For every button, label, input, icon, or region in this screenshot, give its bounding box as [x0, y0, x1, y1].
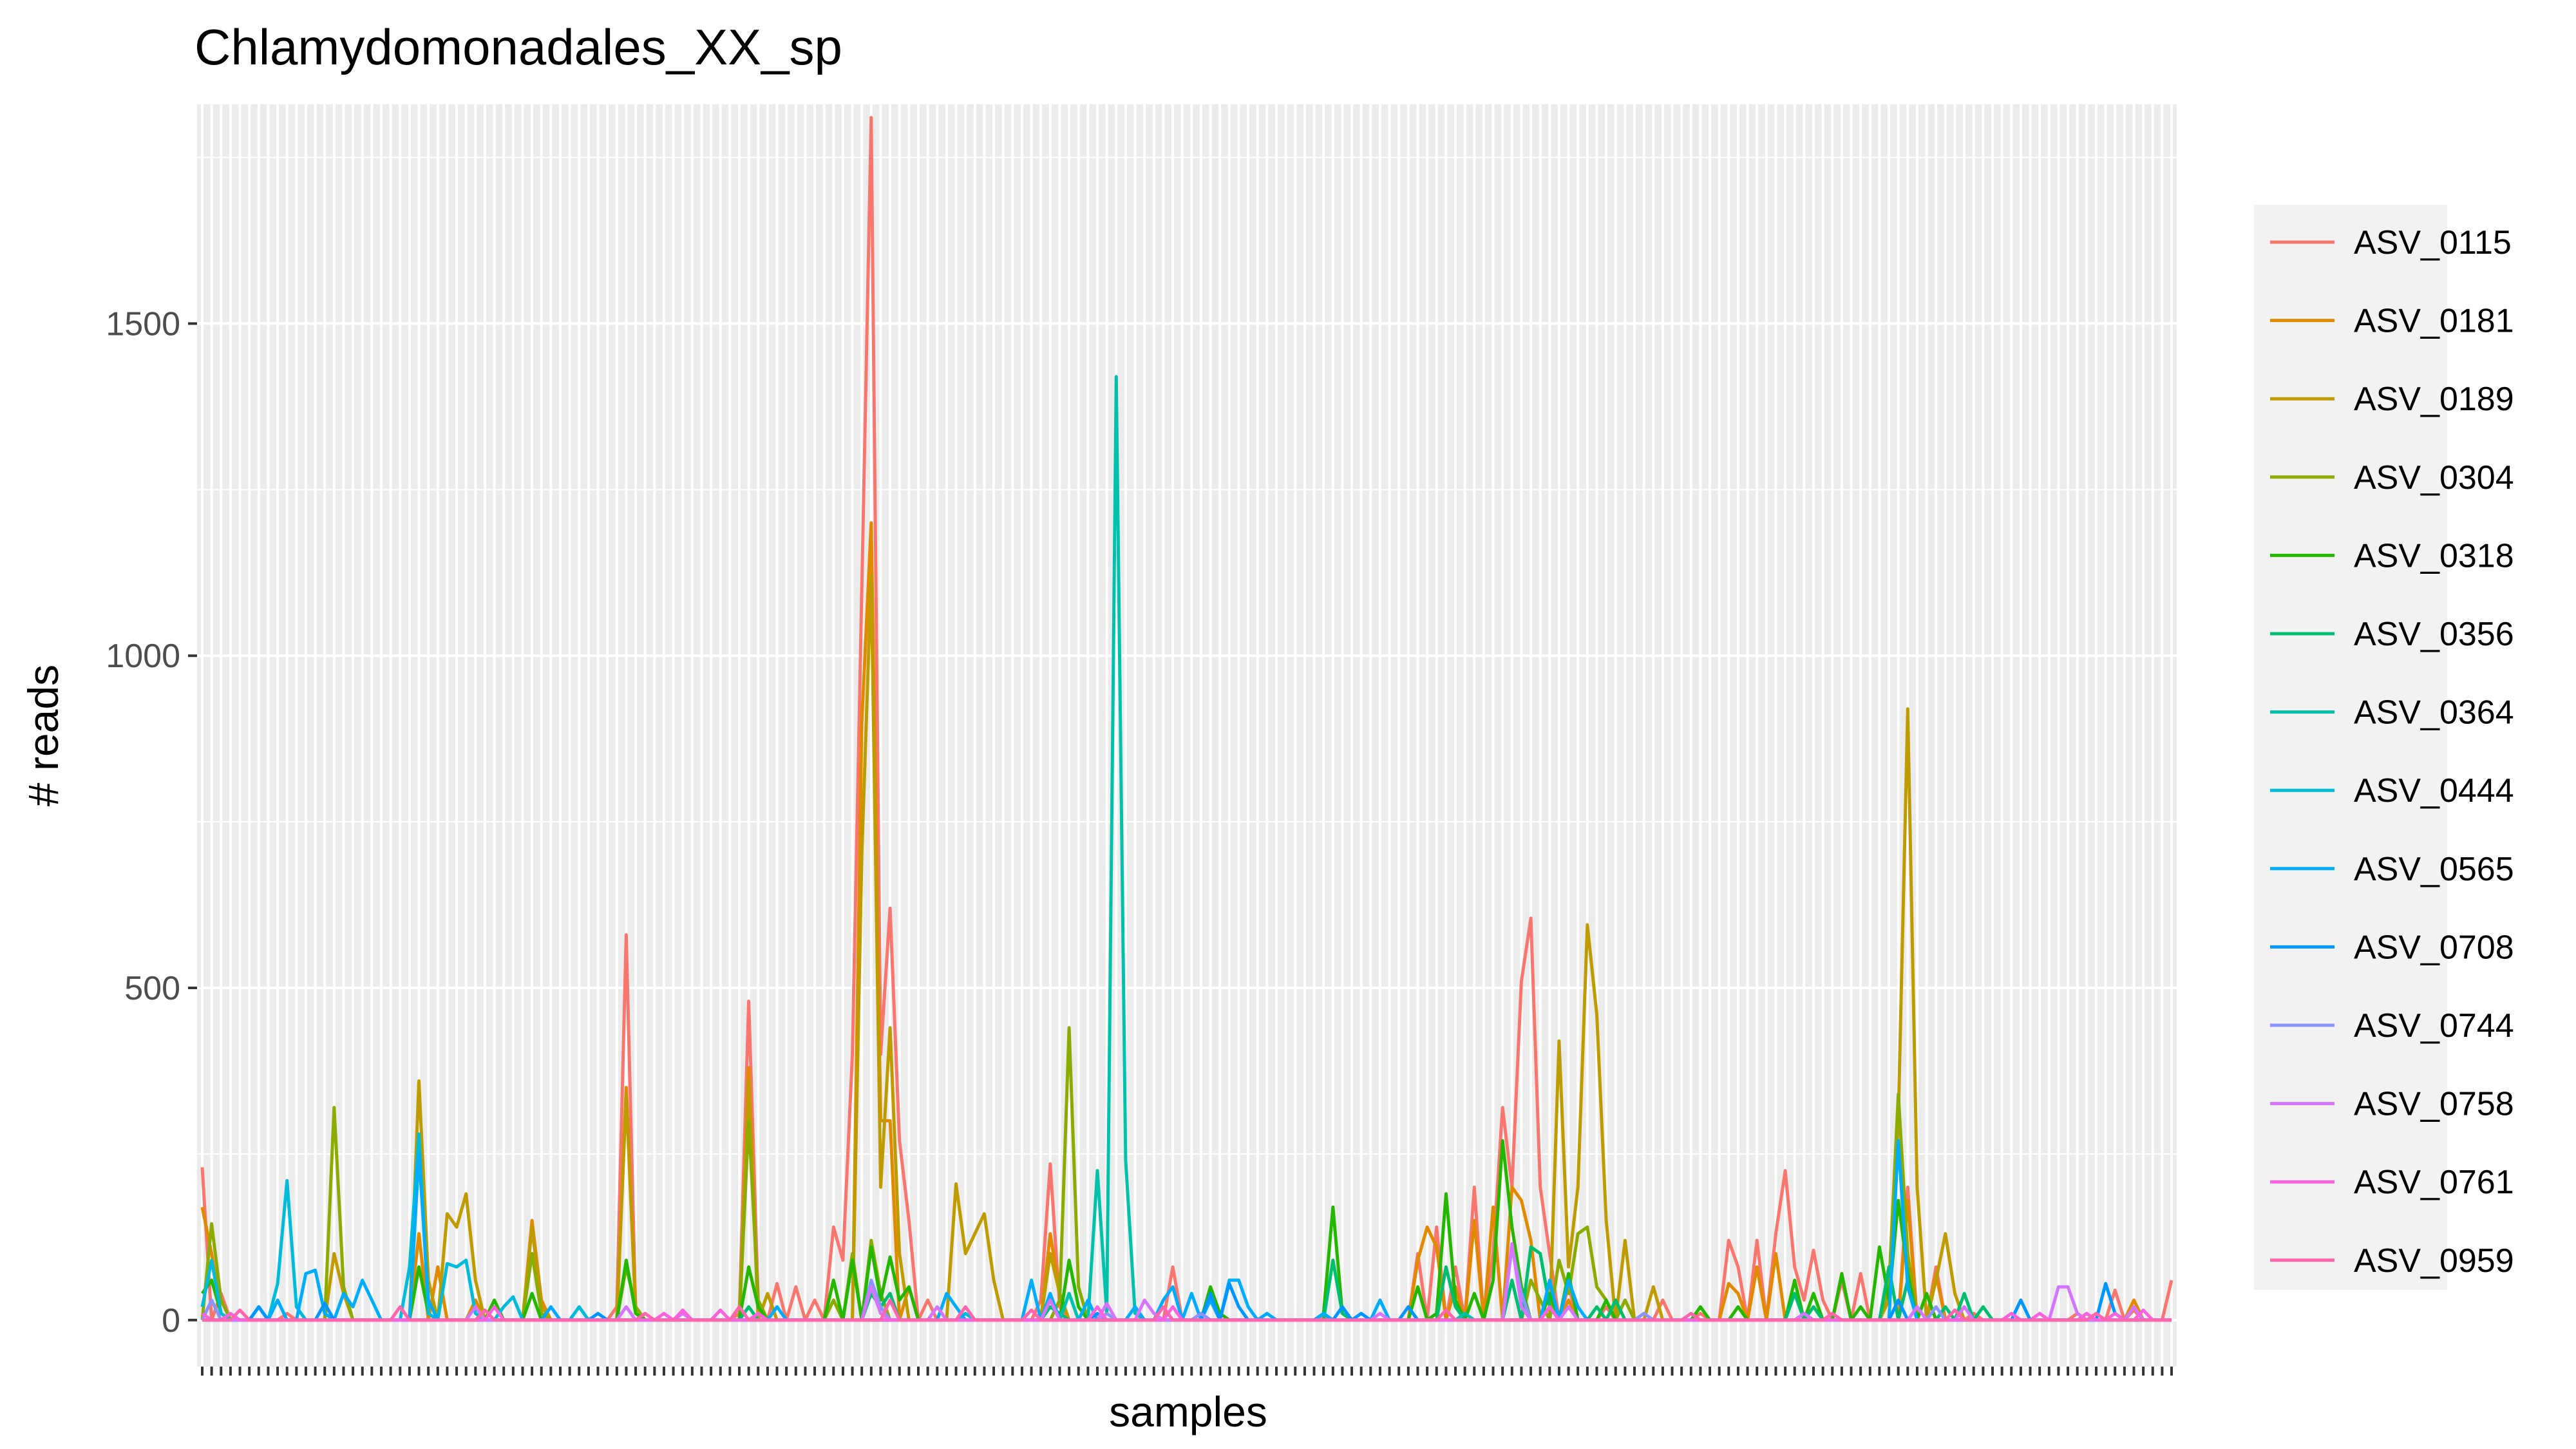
legend-label: ASV_0181 — [2354, 303, 2514, 340]
y-tick-label: 500 — [124, 970, 180, 1007]
chart-title: Chlamydomonadales_XX_sp — [194, 19, 842, 75]
y-axis-title: # reads — [19, 665, 67, 806]
legend-label: ASV_0318 — [2354, 537, 2514, 574]
y-tick-label: 1000 — [106, 638, 180, 675]
legend-label: ASV_0565 — [2354, 851, 2514, 888]
y-tick-label: 1500 — [106, 305, 180, 343]
series-line-asv-0959 — [202, 1298, 2172, 1322]
x-axis-title: samples — [1109, 1388, 1267, 1435]
legend-label: ASV_0364 — [2354, 694, 2514, 732]
legend-label: ASV_0189 — [2354, 381, 2514, 418]
legend-label: ASV_0959 — [2354, 1242, 2514, 1280]
legend-label: ASV_0761 — [2354, 1164, 2514, 1201]
x-grid — [201, 104, 2173, 1367]
legend-label: ASV_0444 — [2354, 772, 2514, 810]
plot-panel — [197, 104, 2177, 1367]
legend-label: ASV_0304 — [2354, 459, 2514, 497]
legend-label: ASV_0744 — [2354, 1007, 2514, 1045]
grid-minor — [197, 156, 2177, 1155]
series-lines — [200, 116, 2174, 1322]
legend-label: ASV_0115 — [2354, 224, 2512, 261]
x-ticks — [201, 1367, 2173, 1376]
y-tick-label: 0 — [162, 1302, 180, 1340]
legend-label: ASV_0356 — [2354, 616, 2514, 653]
legend-label: ASV_0708 — [2354, 929, 2514, 966]
legend — [2254, 205, 2447, 1290]
legend-items: ASV_0115 ASV_0181 ASV_0189 ASV_0304 ASV_0318… — [2270, 224, 2514, 1280]
legend-label: ASV_0758 — [2354, 1086, 2514, 1123]
y-axis: 0 500 1000 1500 — [106, 305, 197, 1340]
